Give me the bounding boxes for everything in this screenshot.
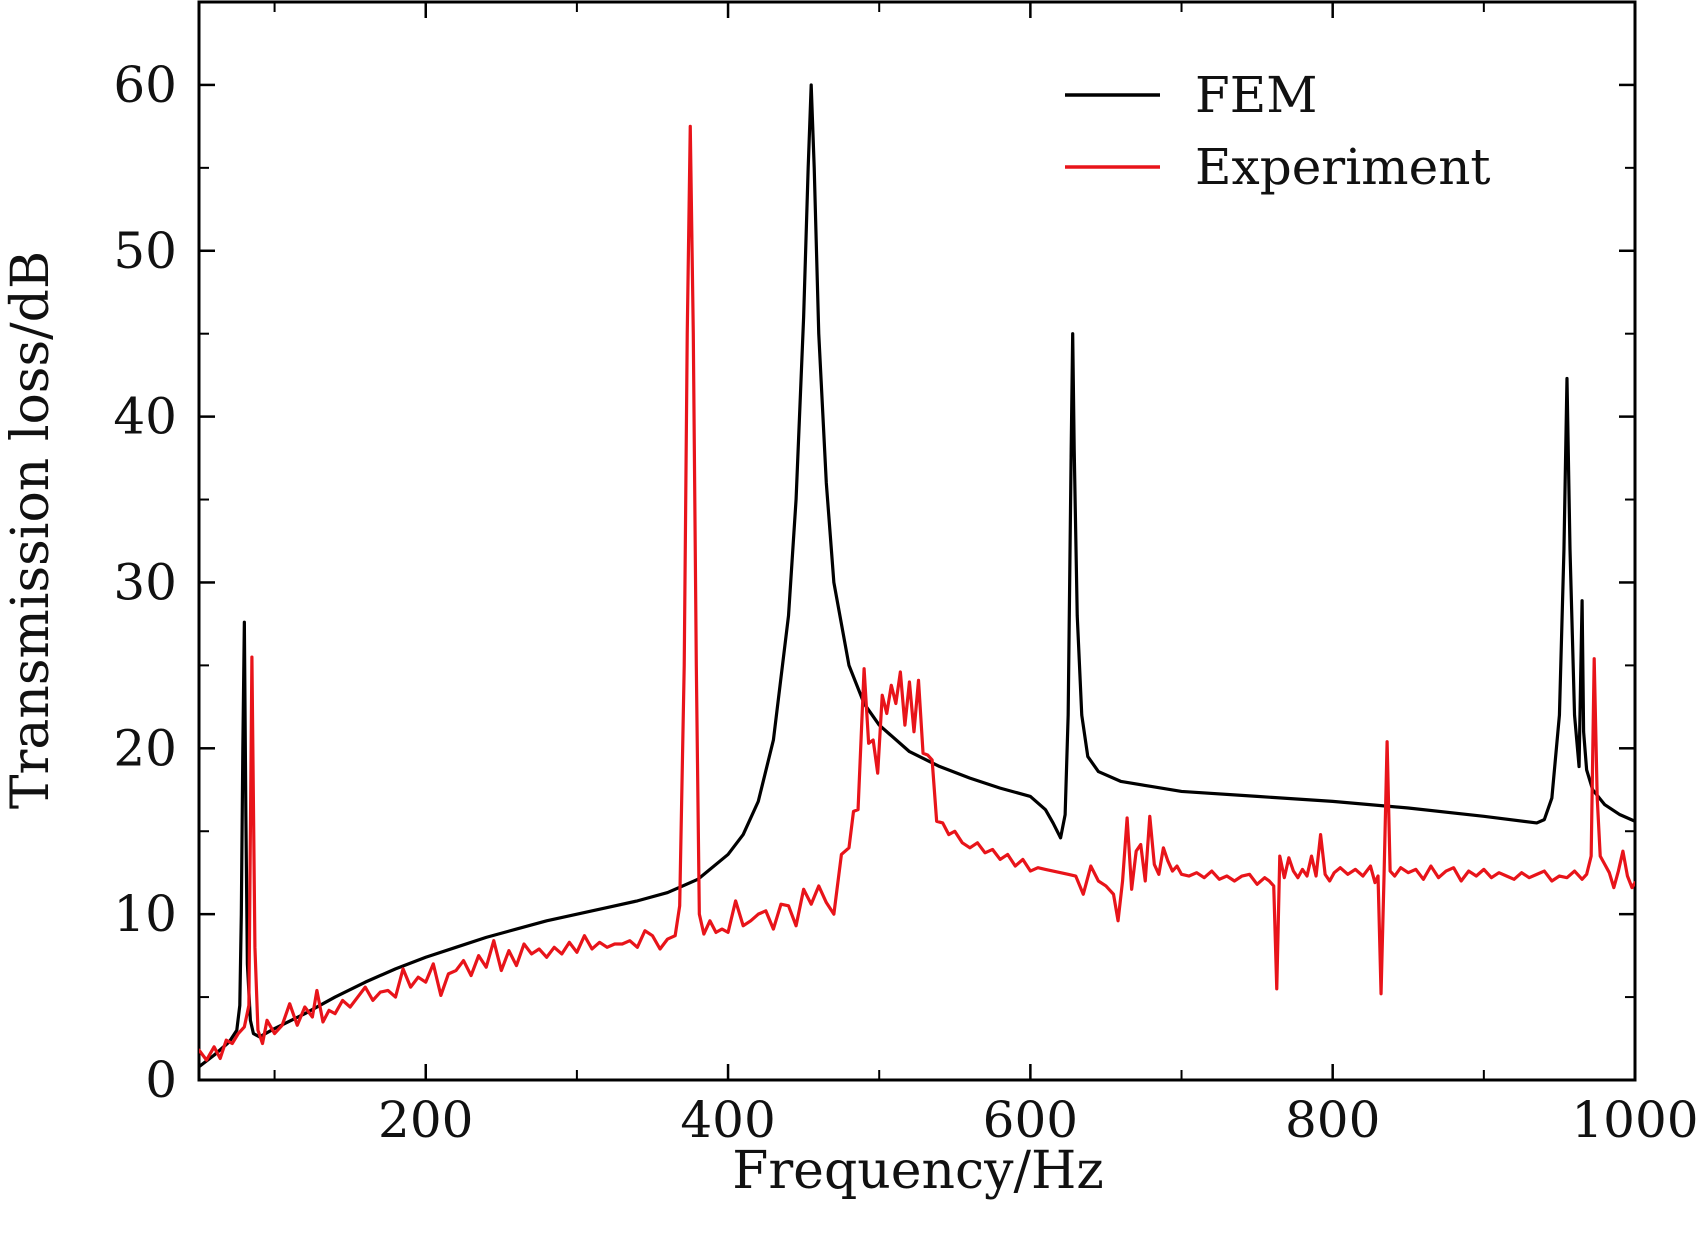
x-tick-label: 1000 [1571,1091,1698,1149]
series-group [199,83,1635,1069]
series-line-experiment [199,124,1635,1062]
y-axis-title: Transmission loss/dB [1,251,61,809]
x-tick-label: 800 [1285,1091,1380,1149]
y-tick-label: 40 [113,388,177,446]
series-line-fem [199,83,1635,1069]
y-tick-label: 60 [113,56,177,114]
x-tick-label: 400 [680,1091,775,1149]
plot-area [197,0,1637,1082]
y-tick-label: 30 [113,553,177,611]
y-tick-label: 10 [113,885,177,943]
x-tick-label: 200 [378,1091,473,1149]
y-tick-label: 0 [145,1051,177,1109]
legend-label: FEM [1195,66,1317,124]
x-axis: 200 400 600 800 1000 [273,2,1699,1149]
legend: FEM Experiment [1065,66,1490,196]
y-axis: 0 10 20 30 40 50 60 [113,56,1635,1109]
legend-label: Experiment [1195,138,1490,196]
x-axis-title: Frequency/Hz [732,1141,1104,1201]
x-tick-label: 600 [983,1091,1078,1149]
y-tick-label: 50 [113,222,177,280]
plot-frame [197,0,1637,1082]
y-tick-label: 20 [113,719,177,777]
